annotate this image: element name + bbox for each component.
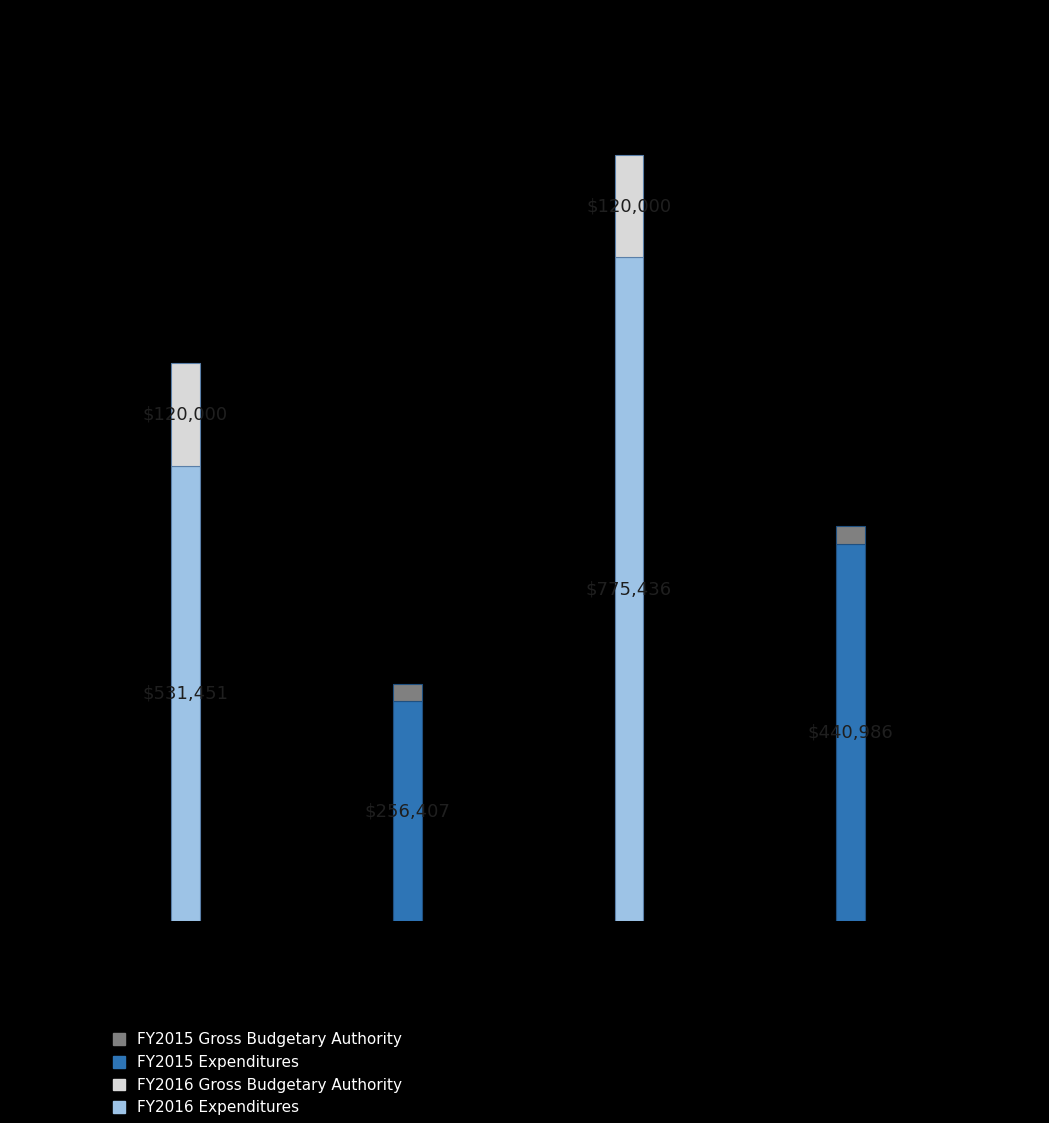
Bar [392,684,422,702]
Bar [836,544,865,921]
Text: $256,407: $256,407 [364,802,450,820]
Text: $531,451: $531,451 [143,685,229,703]
Text: $775,436: $775,436 [585,581,672,599]
Bar [171,466,200,921]
Bar [171,364,200,466]
Legend: FY2015 Gross Budgetary Authority, FY2015 Expenditures, FY2016 Gross Budgetary Au: FY2015 Gross Budgetary Authority, FY2015… [112,1032,402,1115]
Bar [392,702,422,921]
Bar [615,155,643,257]
Text: $120,000: $120,000 [143,405,228,423]
Bar [615,257,643,921]
Text: $120,000: $120,000 [586,197,671,214]
Text: $440,986: $440,986 [808,723,894,741]
Bar [836,527,865,544]
